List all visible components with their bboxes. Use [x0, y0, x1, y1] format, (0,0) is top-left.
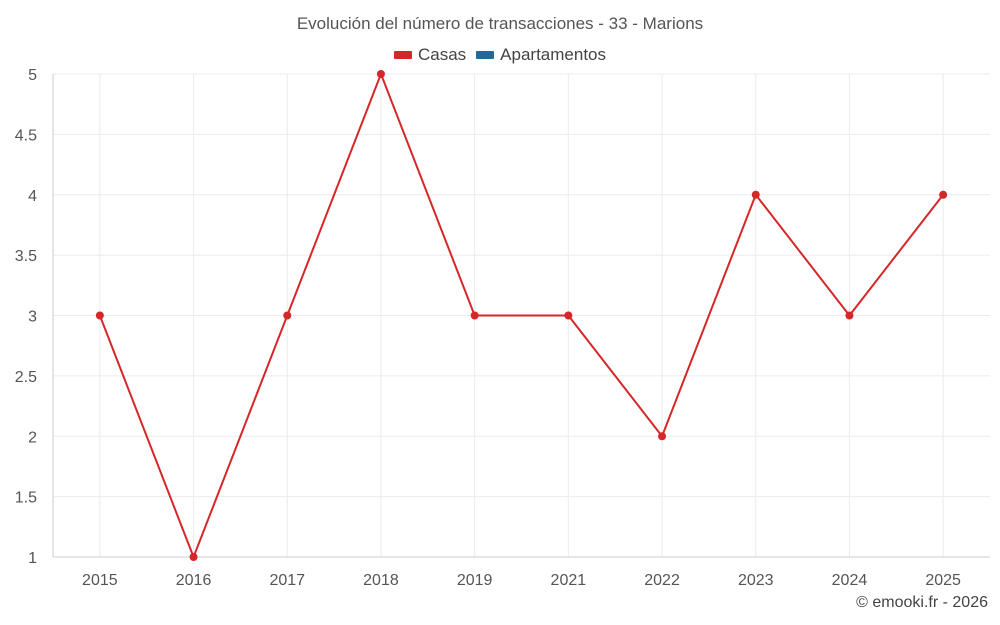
x-tick-label: 2024 — [832, 572, 868, 589]
data-point-casas — [939, 190, 948, 199]
y-tick-label: 1.5 — [15, 490, 37, 507]
data-point-casas — [845, 311, 854, 320]
legend-label-casas: Casas — [417, 45, 467, 64]
x-tick-label: 2016 — [176, 572, 212, 589]
x-tick-label: 2022 — [644, 572, 680, 589]
y-tick-label: 2.5 — [15, 369, 37, 386]
y-tick-label: 5 — [28, 67, 37, 84]
legend-swatch-apartamentos — [476, 51, 495, 59]
data-point-casas — [564, 311, 573, 320]
y-tick-label: 3.5 — [15, 248, 37, 265]
chart-title: Evolución del número de transacciones - … — [296, 14, 704, 33]
y-tick-label: 1 — [28, 550, 37, 567]
x-tick-label: 2018 — [363, 572, 399, 589]
series-line-casas — [98, 73, 944, 558]
data-point-casas — [189, 553, 198, 561]
y-tick-label: 2 — [28, 429, 37, 446]
data-point-casas — [95, 311, 104, 320]
data-point-casas — [283, 311, 292, 320]
legend-item-apartamentos[interactable]: Apartamentos — [476, 45, 606, 65]
legend-swatch-casas — [393, 51, 412, 59]
x-tick-label: 2023 — [738, 572, 774, 589]
y-tick-label: 3 — [28, 309, 37, 326]
x-tick-label: 2021 — [551, 572, 587, 589]
x-tick-label: 2015 — [82, 572, 118, 589]
data-point-casas — [470, 311, 479, 320]
legend-label-apartamentos: Apartamentos — [500, 45, 607, 64]
data-point-casas — [751, 190, 760, 199]
legend: Casas Apartamentos — [0, 45, 1000, 65]
y-tick-label: 4.5 — [15, 127, 37, 144]
x-tick-label: 2017 — [269, 572, 305, 589]
y-tick-label: 4 — [28, 188, 37, 205]
x-tick-label: 2019 — [457, 572, 493, 589]
x-tick-label: 2025 — [925, 572, 961, 589]
data-point-casas — [658, 432, 667, 441]
credit-text: © emooki.fr - 2026 — [856, 594, 988, 611]
data-point-casas — [376, 70, 385, 78]
legend-item-casas[interactable]: Casas — [393, 45, 467, 65]
